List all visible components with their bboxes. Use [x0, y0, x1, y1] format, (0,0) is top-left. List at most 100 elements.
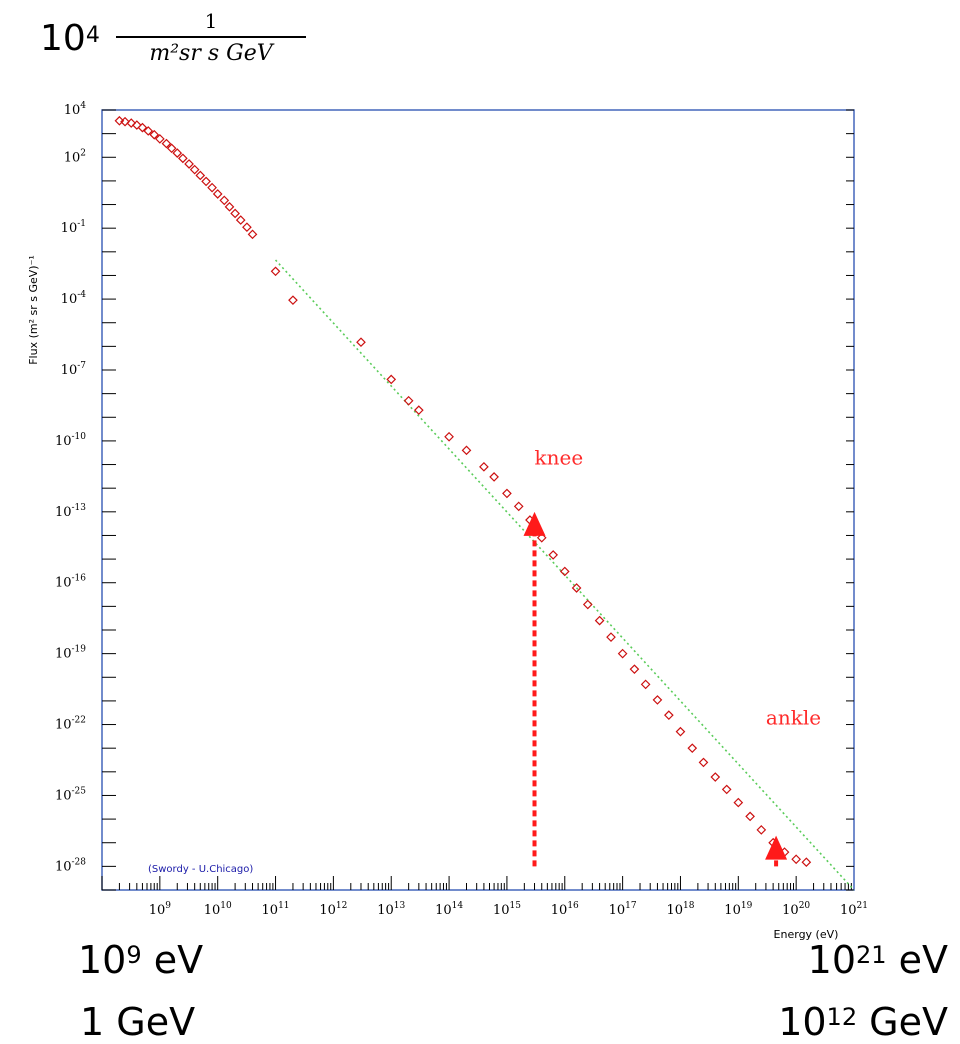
- data-point: [413, 405, 424, 416]
- tick-exponent: 12: [336, 901, 347, 911]
- tick-exponent: 2: [80, 148, 86, 158]
- data-point: [356, 337, 366, 348]
- y-tick-label: 10-22: [55, 716, 86, 733]
- tick-base: 10: [666, 903, 683, 918]
- data-point: [791, 854, 802, 865]
- flux-scale-base: 10: [40, 18, 86, 59]
- tick-base: 10: [319, 903, 336, 918]
- y-tick-label: 10-1: [61, 219, 86, 236]
- y-axis: 10410210-110-410-710-1010-1310-1610-1910…: [55, 101, 854, 891]
- data-point: [242, 222, 252, 233]
- tick-exponent: 19: [741, 901, 753, 911]
- tick-exponent: 20: [799, 901, 811, 911]
- tick-base: 10: [493, 903, 510, 918]
- y-tick-label: 10-10: [55, 432, 86, 449]
- tick-base: 10: [61, 292, 78, 307]
- tick-exponent: 4: [80, 101, 86, 111]
- tick-base: 10: [609, 903, 626, 918]
- upper-ev-base: 10: [807, 938, 856, 982]
- data-point: [640, 679, 651, 690]
- data-point: [548, 550, 559, 560]
- data-point: [120, 116, 130, 127]
- data-point: [224, 201, 235, 212]
- tick-base: 10: [840, 903, 857, 918]
- tick-exponent: 15: [509, 901, 521, 911]
- tick-base: 10: [377, 903, 394, 918]
- data-point: [143, 126, 154, 136]
- tick-exponent: -4: [77, 290, 86, 300]
- knee-label: knee: [535, 446, 584, 470]
- tick-exponent: -19: [72, 645, 87, 655]
- x-tick-label: 1012: [319, 901, 347, 918]
- upper-gev-exp: 12: [826, 1003, 858, 1031]
- data-point: [444, 431, 454, 442]
- data-point: [629, 664, 640, 675]
- data-point: [235, 215, 246, 225]
- x-tick-label: 1016: [551, 901, 579, 918]
- y-tick-label: 10-19: [55, 645, 86, 662]
- data-point: [536, 532, 547, 543]
- tick-base: 10: [435, 903, 452, 918]
- tick-exponent: 18: [683, 901, 695, 911]
- data-point: [126, 118, 137, 128]
- data-point: [189, 164, 200, 175]
- plot-frame: [101, 109, 855, 891]
- x-tick-label: 1019: [724, 901, 752, 918]
- tick-base: 10: [782, 903, 799, 918]
- data-point: [756, 825, 767, 835]
- tick-exponent: 9: [165, 901, 171, 911]
- arrow-head: [765, 835, 788, 860]
- y-tick-label: 10-28: [55, 857, 86, 874]
- data-point: [513, 501, 524, 512]
- data-point: [461, 445, 472, 456]
- data-point: [288, 295, 298, 306]
- lower-ev-exp: 9: [126, 941, 142, 969]
- y-axis-title: Flux (m² sr s GeV)⁻¹: [27, 255, 40, 365]
- lower-ev-unit: eV: [141, 938, 204, 982]
- x-tick-label: 1013: [377, 901, 405, 918]
- y-tick-label: 10-16: [55, 574, 86, 591]
- tick-exponent: 16: [567, 901, 579, 911]
- y-tick-label: 102: [64, 148, 86, 165]
- data-point: [479, 461, 489, 472]
- ankle-label: ankle: [766, 706, 821, 730]
- tick-base: 10: [55, 576, 72, 591]
- tick-base: 10: [204, 903, 221, 918]
- data-point: [270, 266, 281, 277]
- credit-label: (Swordy - U.Chicago): [148, 864, 253, 875]
- data-point: [502, 488, 512, 499]
- data-point: [195, 170, 206, 181]
- lower-energy-ev: 109 eV: [78, 938, 203, 982]
- y-tick-label: 10-13: [55, 503, 86, 520]
- data-point: [721, 784, 732, 795]
- tick-base: 10: [149, 903, 166, 918]
- data-point: [559, 566, 570, 577]
- tick-exponent: -13: [72, 503, 87, 513]
- flux-scale-exponent: 4: [85, 23, 100, 48]
- x-tick-label: 1021: [840, 901, 868, 918]
- upper-energy-gev: 1012 GeV: [778, 1000, 948, 1044]
- tick-base: 10: [55, 505, 72, 520]
- data-point: [582, 599, 593, 610]
- data-point: [698, 757, 709, 768]
- fraction-bar: [116, 36, 306, 38]
- y-tick-label: 10-25: [55, 786, 86, 803]
- tick-base: 10: [61, 363, 78, 378]
- tick-exponent: 13: [394, 901, 406, 911]
- x-tick-label: 1018: [666, 901, 694, 918]
- tick-exponent: -28: [72, 857, 87, 867]
- tick-exponent: 14: [452, 901, 464, 911]
- cosmic-ray-spectrum-chart: 10410210-110-410-710-1010-1310-1610-1910…: [27, 101, 868, 941]
- data-point: [664, 710, 674, 720]
- x-tick-label: 1017: [609, 901, 637, 918]
- data-point: [161, 138, 172, 149]
- arrow-head: [523, 511, 546, 536]
- data-point: [230, 208, 240, 219]
- data-point: [386, 374, 397, 385]
- y-tick-label: 104: [64, 101, 87, 118]
- lower-energy-gev: 1 GeV: [80, 1000, 196, 1044]
- upper-gev-unit: GeV: [857, 1000, 948, 1044]
- upper-gev-base: 10: [778, 1000, 827, 1044]
- data-point: [710, 772, 721, 782]
- tick-exponent: 11: [278, 901, 289, 911]
